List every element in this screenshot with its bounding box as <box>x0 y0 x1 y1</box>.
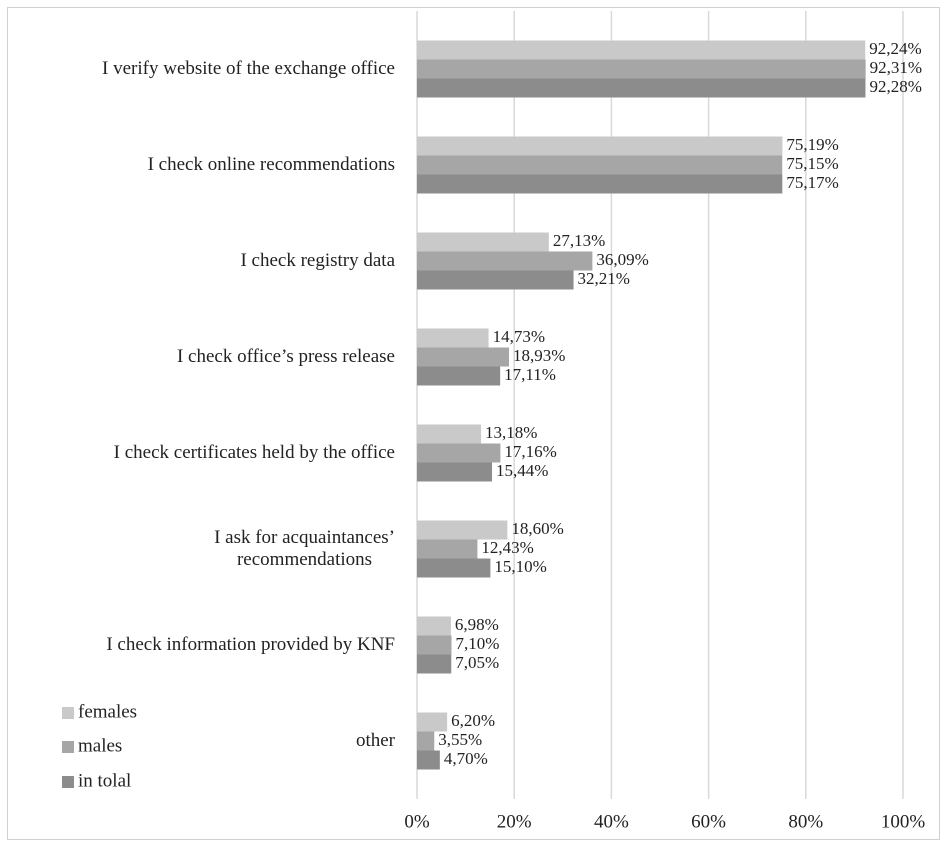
x-tick-label: 20% <box>497 811 532 832</box>
value-label: 36,09% <box>596 250 648 269</box>
legend-label: females <box>78 701 137 722</box>
x-tick-label: 40% <box>594 811 629 832</box>
value-label: 3,55% <box>438 730 482 749</box>
value-label: 92,28% <box>869 77 921 96</box>
value-label: 75,15% <box>786 154 838 173</box>
bar <box>417 616 451 636</box>
y-tick-label: I check office’s press release <box>176 346 395 367</box>
value-label: 13,18% <box>485 423 537 442</box>
x-tick-label: 60% <box>691 811 726 832</box>
bar <box>417 270 574 290</box>
value-label: 75,17% <box>786 173 838 192</box>
bar <box>417 251 593 271</box>
bar <box>417 155 783 175</box>
bar <box>417 366 501 386</box>
value-label: 18,60% <box>511 519 563 538</box>
bar <box>417 443 501 463</box>
bar <box>417 750 440 770</box>
legend-swatch <box>62 707 74 719</box>
value-label: 7,10% <box>456 634 500 653</box>
y-tick-label: I check online recommendations <box>147 154 395 175</box>
legend-label: in tolal <box>78 770 131 791</box>
value-label: 75,19% <box>786 135 838 154</box>
bar <box>417 731 435 751</box>
value-label: 15,10% <box>494 557 546 576</box>
value-label: 27,13% <box>553 231 605 250</box>
y-tick-label: I verify website of the exchange office <box>102 58 395 79</box>
x-tick-label: 100% <box>881 811 926 832</box>
value-label: 7,05% <box>455 653 499 672</box>
legend-swatch <box>62 776 74 788</box>
bar <box>417 424 482 444</box>
bar <box>417 328 489 348</box>
bar <box>417 558 491 578</box>
bar <box>417 232 549 252</box>
x-tick-label: 80% <box>788 811 823 832</box>
value-label: 6,20% <box>451 711 495 730</box>
bar <box>417 520 508 540</box>
bar <box>417 40 866 60</box>
y-tick-label: I check information provided by KNF <box>106 634 395 655</box>
legend-label: males <box>78 735 122 756</box>
bar <box>417 78 866 98</box>
bar <box>417 347 509 367</box>
value-label: 6,98% <box>455 615 499 634</box>
value-label: 15,44% <box>496 461 548 480</box>
y-tick-label: I ask for acquaintances’ recommendations <box>214 527 395 570</box>
bar <box>417 174 783 194</box>
value-label: 14,73% <box>493 327 545 346</box>
legend-swatch <box>62 741 74 753</box>
value-label: 32,21% <box>578 269 630 288</box>
value-label: 17,11% <box>504 365 556 384</box>
bar <box>417 462 493 482</box>
value-label: 4,70% <box>444 749 488 768</box>
value-label: 92,31% <box>870 58 922 77</box>
value-label: 18,93% <box>513 346 565 365</box>
bar <box>417 539 478 559</box>
value-label: 92,24% <box>869 39 921 58</box>
bar <box>417 654 452 674</box>
bar <box>417 635 452 655</box>
x-tick-label: 0% <box>404 811 430 832</box>
y-tick-label: I check certificates held by the office <box>113 442 395 463</box>
bar <box>417 59 866 79</box>
y-tick-label: I check registry data <box>240 250 395 271</box>
value-label: 12,43% <box>481 538 533 557</box>
bar <box>417 712 448 732</box>
value-label: 17,16% <box>504 442 556 461</box>
bar <box>417 136 783 156</box>
y-tick-label: other <box>355 730 395 751</box>
